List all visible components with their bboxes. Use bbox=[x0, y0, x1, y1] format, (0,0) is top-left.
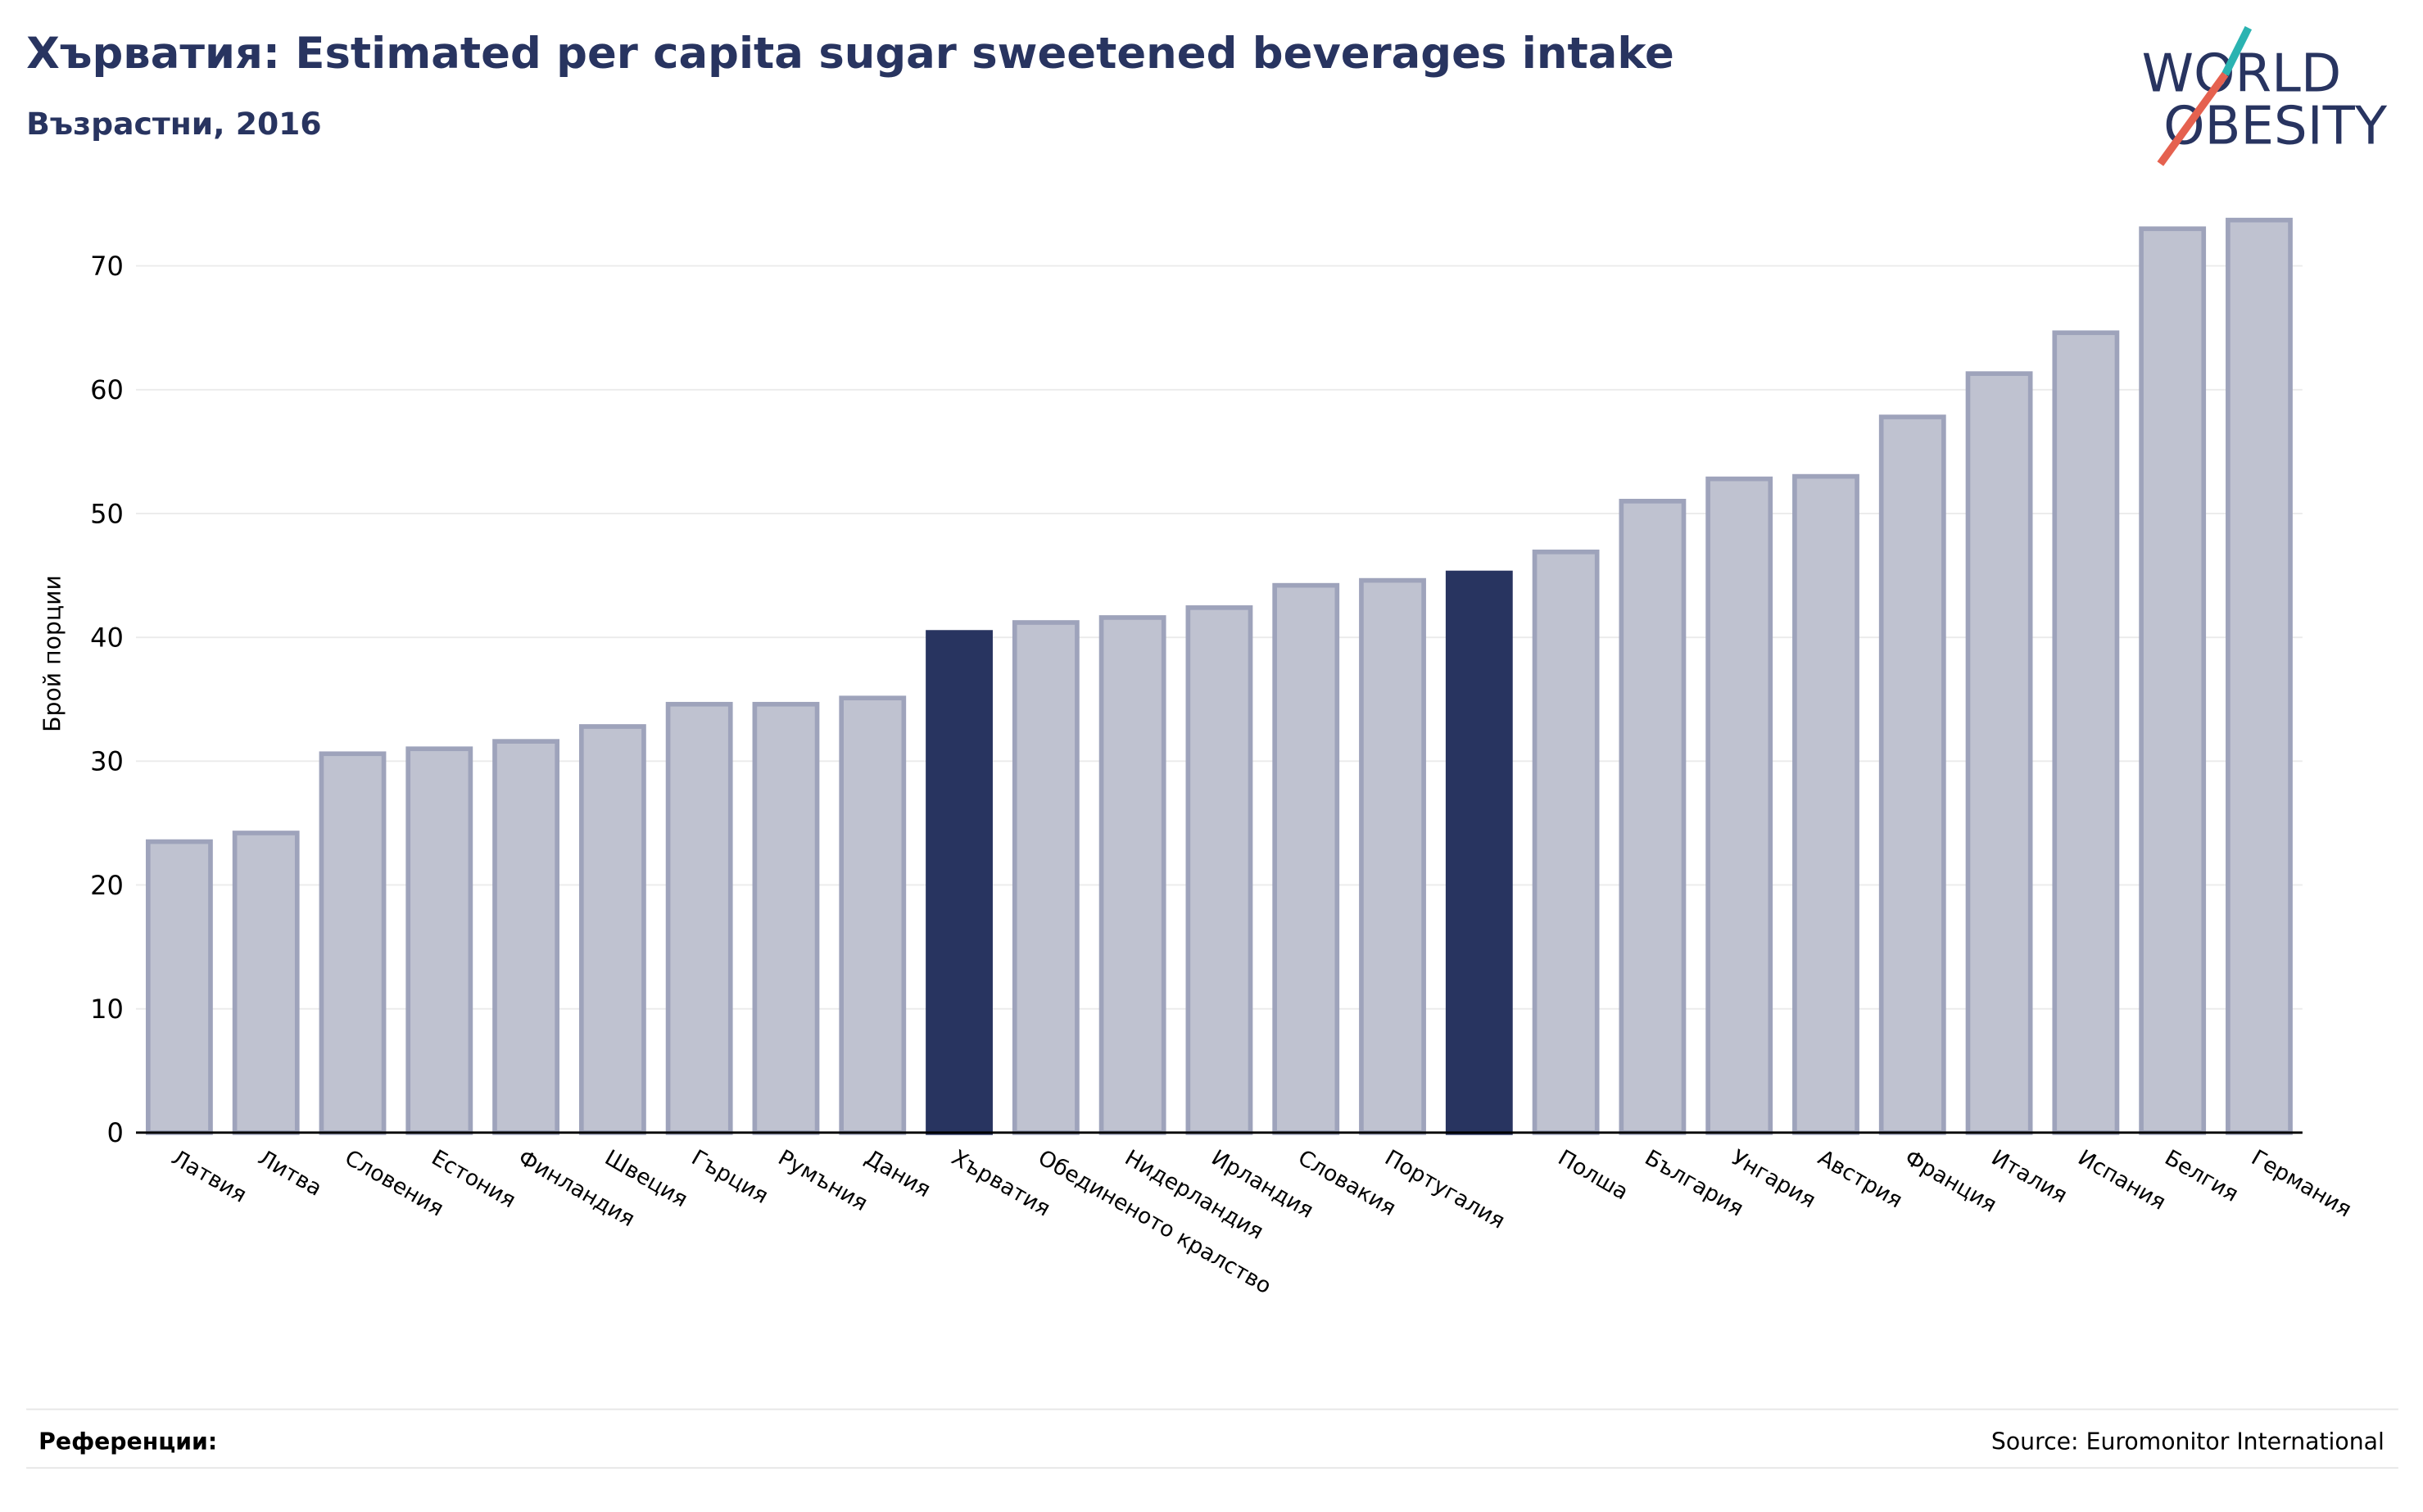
bar bbox=[839, 695, 907, 1135]
x-tick-label: Гърция bbox=[687, 1145, 772, 1209]
bar bbox=[1098, 615, 1166, 1135]
y-tick-label: 70 bbox=[90, 251, 124, 282]
x-tick-label: България bbox=[1641, 1145, 1748, 1222]
bar bbox=[1532, 549, 1600, 1135]
x-tick-label: Литва bbox=[254, 1145, 326, 1202]
chart-subtitle: Възрастни, 2016 bbox=[26, 106, 322, 142]
logo-text: OBESITY bbox=[2163, 95, 2388, 156]
bar bbox=[1705, 476, 1773, 1135]
x-tick-label: Белгия bbox=[2160, 1145, 2243, 1207]
bar bbox=[1965, 371, 2033, 1135]
bar bbox=[492, 739, 559, 1135]
chart-title: Хърватия: Estimated per capita sugar swe… bbox=[26, 29, 1674, 79]
bar bbox=[1359, 577, 1426, 1135]
x-tick-label: Испания bbox=[2074, 1145, 2171, 1215]
footer-references: Референции: bbox=[38, 1428, 217, 1455]
footer-source: Source: Euromonitor International bbox=[1991, 1428, 2385, 1455]
x-tick-label: Латвия bbox=[167, 1145, 251, 1208]
bar bbox=[405, 746, 473, 1135]
y-tick-label: 50 bbox=[90, 498, 124, 529]
bar bbox=[2052, 330, 2120, 1135]
bar bbox=[2226, 217, 2293, 1135]
x-tick-label: Словения bbox=[341, 1145, 448, 1222]
bar bbox=[1185, 605, 1253, 1135]
bar bbox=[665, 701, 733, 1135]
bar bbox=[1619, 499, 1687, 1135]
bar bbox=[1272, 582, 1340, 1135]
bar bbox=[232, 831, 300, 1135]
y-axis-label: Брой порции bbox=[39, 575, 66, 732]
bar bbox=[578, 724, 646, 1135]
x-tick-label: Румъния bbox=[774, 1145, 872, 1216]
logo-slash bbox=[2157, 71, 2229, 166]
x-tick-label: Италия bbox=[1987, 1145, 2072, 1208]
bar bbox=[145, 839, 213, 1135]
y-tick-label: 40 bbox=[90, 622, 124, 653]
logo-text: WORLD bbox=[2142, 43, 2342, 104]
y-tick-label: 10 bbox=[90, 994, 124, 1025]
x-tick-label: Португалия bbox=[1380, 1145, 1509, 1234]
bar bbox=[2139, 226, 2207, 1135]
y-tick-label: 20 bbox=[90, 870, 124, 901]
bar bbox=[752, 701, 820, 1135]
bar bbox=[1445, 570, 1513, 1135]
y-tick-label: 60 bbox=[90, 374, 124, 405]
y-tick-label: 30 bbox=[90, 746, 124, 777]
y-tick-label: 0 bbox=[107, 1117, 124, 1148]
bar bbox=[1878, 414, 1946, 1135]
bar bbox=[319, 751, 387, 1135]
x-tick-label: Франция bbox=[1900, 1145, 2001, 1218]
bar bbox=[1012, 620, 1080, 1135]
bar bbox=[1792, 473, 1859, 1135]
x-tick-label: Германия bbox=[2247, 1145, 2356, 1223]
logo-slash bbox=[2221, 25, 2253, 76]
bar bbox=[926, 630, 993, 1135]
x-tick-label: Полша bbox=[1554, 1145, 1633, 1205]
x-tick-label: Австрия bbox=[1814, 1145, 1907, 1214]
